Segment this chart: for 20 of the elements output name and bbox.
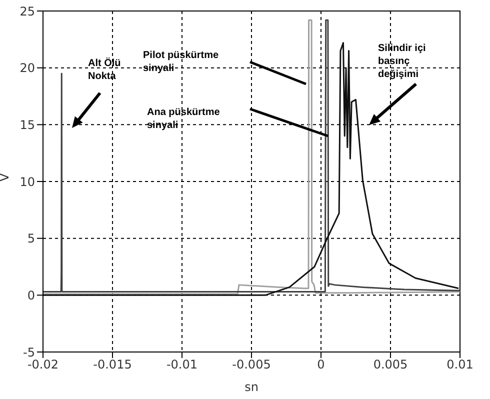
y-tick-label: 25 (20, 4, 35, 18)
x-tick-label: -0.005 (232, 358, 271, 372)
y-tick-label: 0 (27, 288, 35, 302)
x-tick-label: -0.01 (166, 358, 198, 372)
x-tick-label: 0.01 (446, 358, 474, 372)
x-tick-label: -0.02 (27, 358, 59, 372)
annotation: Pilot püskürtme sinyali (143, 49, 220, 75)
y-tick-label: 20 (20, 61, 35, 76)
annotation: Alt Ölü Nokta (88, 57, 122, 83)
x-tick-label: 0.005 (373, 358, 408, 372)
y-tick-label: 10 (20, 174, 35, 189)
annotation: Ana püskürtme sinyali (147, 106, 221, 132)
y-axis-title: V (0, 172, 12, 182)
x-tick-label: -0.015 (93, 358, 132, 372)
x-tick-label: 0 (317, 358, 325, 372)
y-tick-label: 15 (20, 118, 35, 132)
y-tick-label: -5 (23, 345, 35, 360)
y-tick-label: 5 (27, 232, 35, 246)
annotation: Silindir içi basınç değişimi (378, 42, 427, 81)
x-axis-title: sn (244, 380, 258, 394)
